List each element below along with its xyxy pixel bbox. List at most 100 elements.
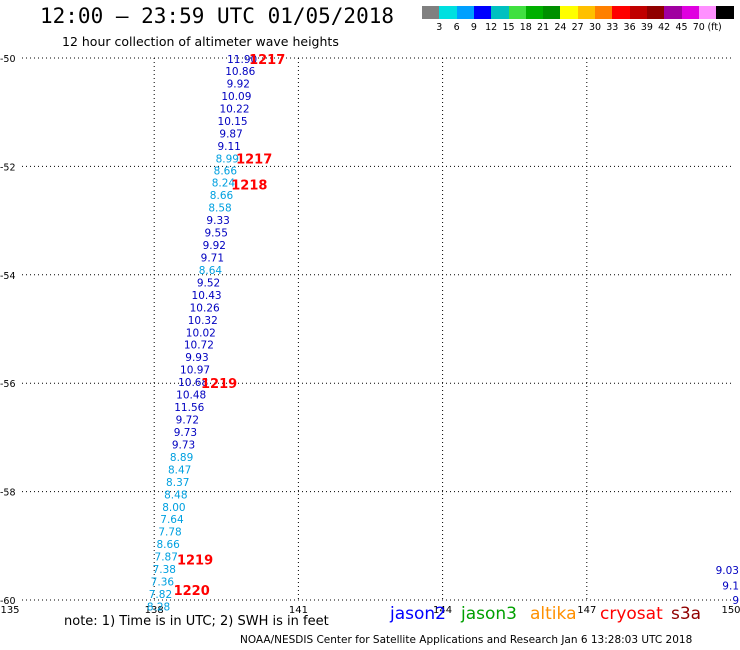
wave-height-label: 8.89: [170, 452, 193, 464]
time-label: 1220: [174, 584, 210, 599]
x-tick-label: 138: [145, 605, 164, 616]
legend-label: 18: [519, 22, 532, 33]
wave-height-label: 10.32: [188, 315, 218, 327]
wave-height-label: 8.58: [208, 203, 231, 215]
time-label: 1218: [231, 178, 267, 193]
wave-height-label: 8.37: [166, 477, 189, 489]
legend-label: 24: [554, 22, 567, 33]
page-subtitle: 12 hour collection of altimeter wave hei…: [62, 34, 339, 49]
wave-height-label: 11.90: [227, 54, 257, 66]
wave-height-label: 7.36: [151, 577, 175, 589]
legend-swatch: [612, 6, 631, 19]
y-tick-label: -50: [0, 54, 16, 65]
legend-swatch: [577, 6, 596, 19]
y-tick-label: -52: [0, 162, 16, 173]
x-tick-label: 144: [433, 605, 452, 616]
wave-height-label: 10.48: [176, 390, 206, 402]
legend-swatch: [716, 6, 734, 19]
x-tick-label: 141: [289, 605, 308, 616]
legend-label: 9: [470, 22, 477, 33]
grid-lines: [22, 57, 731, 601]
y-tick-label: -54: [0, 271, 16, 282]
wave-height-label: 9.55: [205, 228, 228, 240]
legend-label: 39: [640, 22, 653, 33]
wave-height-label: 9.71: [201, 252, 224, 264]
legend-label: 27: [571, 22, 584, 33]
y-tick-label: -56: [0, 379, 16, 390]
wave-height-label: 7.38: [153, 564, 176, 576]
x-tick-label: 147: [577, 605, 596, 616]
legend-label: 42: [658, 22, 671, 33]
legend-swatch: [508, 6, 527, 19]
note-text: note: 1) Time is in UTC; 2) SWH is in fe…: [64, 614, 329, 629]
legend-unit: (ft): [707, 22, 722, 33]
legend-swatch: [439, 6, 458, 19]
x-tick-label: 150: [721, 605, 740, 616]
wave-height-label: 8.66: [156, 539, 180, 551]
wave-height-label: 10.72: [184, 340, 214, 352]
legend-label: 12: [485, 22, 498, 33]
legend-swatch: [664, 6, 682, 19]
wave-height-label: 8.66: [210, 190, 234, 202]
page-title: 12:00 – 23:59 UTC 01/05/2018: [40, 4, 395, 28]
wave-height-label: 8.00: [162, 502, 185, 514]
satellite-altika: altika: [530, 604, 577, 624]
axis-ticks: 135 138 141 144 147 150 -50 -52 -54 -56 -58 -60: [0, 54, 740, 616]
wave-height-label: 10.26: [190, 302, 220, 314]
x-tick-label: 135: [0, 605, 19, 616]
legend-label: 45: [675, 22, 688, 33]
wave-height-label: 7.82: [149, 589, 172, 601]
legend-swatch: [456, 6, 475, 19]
time-label: 1219: [201, 377, 237, 392]
wave-height-label: 9.73: [174, 427, 197, 439]
legend-swatch: [629, 6, 648, 19]
legend-label: 36: [623, 22, 636, 33]
wave-height-label: 7.87: [155, 552, 178, 564]
wave-height-label: 10.02: [186, 327, 216, 339]
satellite-s3a: s3a: [671, 604, 702, 624]
satellite-jason3: jason3: [461, 604, 517, 624]
time-label: 1219: [177, 553, 213, 568]
wave-height-label: 8.24: [212, 178, 236, 190]
wave-height-label: 11.56: [174, 402, 204, 414]
satellite-cryosat: cryosat: [600, 604, 663, 624]
satellite-jason2: jason2: [390, 604, 446, 624]
footer-credit: NOAA/NESDIS Center for Satellite Applica…: [240, 634, 693, 646]
wave-height-label: 10.68: [178, 377, 208, 389]
wave-height-label: 8.47: [168, 464, 191, 476]
wave-height-label: 9.92: [203, 240, 226, 252]
legend-label: 33: [606, 22, 619, 33]
wave-height-label: 9.52: [197, 277, 220, 289]
legend-swatch: [422, 6, 440, 19]
wave-height-label: 9.11: [217, 141, 240, 153]
legend-label: 21: [537, 22, 550, 33]
legend-label: 15: [502, 22, 515, 33]
wave-height-label: 10.15: [218, 116, 248, 128]
y-tick-label: -58: [0, 488, 16, 499]
time-label: 1217: [249, 53, 285, 68]
legend-swatch: [491, 6, 509, 19]
wave-height-label: 10.22: [219, 103, 249, 115]
wave-height-label: 9.73: [172, 439, 195, 451]
wave-height-label: 9.93: [185, 352, 208, 364]
wave-height-label: 8.99: [216, 153, 239, 165]
legend-swatch: [698, 6, 717, 19]
legend-label: 30: [588, 22, 602, 33]
wave-height-label: 10.86: [225, 66, 255, 78]
wave-height-label: 8.66: [214, 166, 238, 178]
wave-height-label: 7.64: [160, 514, 184, 526]
wave-height-label: 9.92: [227, 78, 250, 90]
legend-label: 70: [692, 22, 705, 33]
legend-swatch: [560, 6, 579, 19]
wave-height-label: 9.03: [716, 565, 739, 577]
legend-label: 3: [436, 22, 443, 33]
wave-height-label: 9: [732, 595, 739, 607]
legend-swatch: [646, 6, 665, 19]
time-labels: 1217 1217 1218 1219 1219 1220: [174, 53, 286, 599]
wave-height-label: 8.64: [199, 265, 223, 277]
legend-swatch: [681, 6, 700, 19]
wave-height-label: 9.33: [206, 215, 229, 227]
wave-height-label: 10.43: [192, 290, 222, 302]
